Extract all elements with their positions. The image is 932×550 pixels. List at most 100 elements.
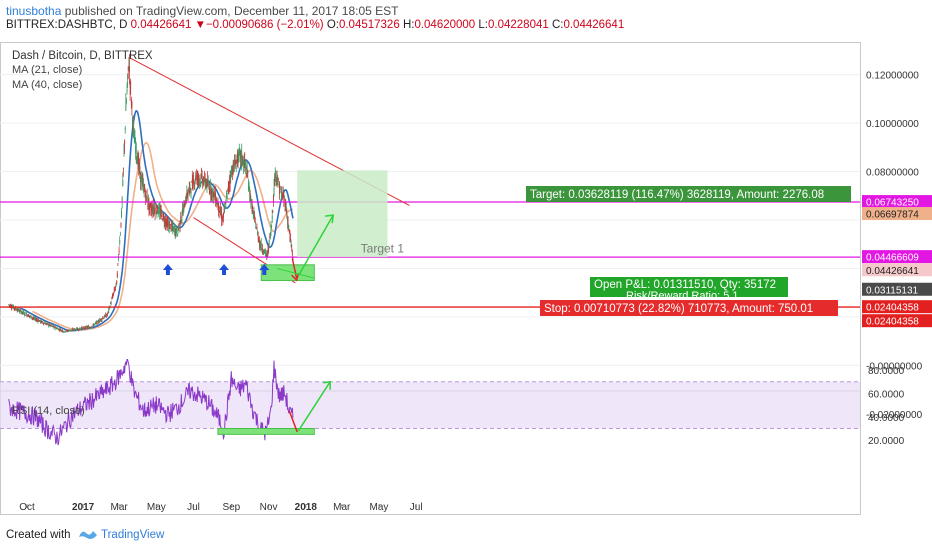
candle-body <box>30 316 32 317</box>
candle-body <box>240 154 242 159</box>
candle-body <box>198 178 200 180</box>
rsi-support-box <box>217 428 315 435</box>
candle-body <box>69 330 71 332</box>
target-label-group: Target: 0.03628119 (116.47%) 3628119, Am… <box>526 186 851 202</box>
red-arrow-head <box>291 272 300 282</box>
tradingview-logo-icon <box>79 531 97 539</box>
candle-body <box>60 330 62 332</box>
candle-body <box>11 307 13 309</box>
candle-body <box>91 326 93 327</box>
candle-body <box>107 311 109 313</box>
candle-body <box>54 326 55 328</box>
candle-body <box>142 181 144 183</box>
candle-body <box>152 209 154 213</box>
tradingview-link[interactable]: TradingView <box>101 529 165 541</box>
candle-body <box>130 83 132 85</box>
candle-body <box>202 180 204 185</box>
candle-body <box>22 312 24 313</box>
candle-body <box>32 317 34 319</box>
candle-body <box>165 222 167 226</box>
candle-body <box>145 191 147 193</box>
candle-body <box>155 207 157 209</box>
candle-body <box>278 184 280 188</box>
candle-body <box>35 319 37 321</box>
price-tick: 0.10000000 <box>866 119 919 130</box>
candle-body <box>179 223 180 225</box>
stop-label: Stop: 0.00710773 (22.82%) 710773, Amount… <box>544 303 813 315</box>
candle-body <box>221 213 223 220</box>
candle-body <box>184 206 186 207</box>
candle-body <box>201 174 203 179</box>
candle-body <box>46 323 48 325</box>
candle-body <box>138 164 140 169</box>
candle-body <box>160 211 162 216</box>
candle-body <box>238 151 240 155</box>
candle-body <box>118 250 120 253</box>
x-tick: Jul <box>410 502 423 513</box>
pnl-label-bg <box>590 277 788 297</box>
candle-body <box>118 256 119 259</box>
candle-body <box>138 159 140 167</box>
candle-body <box>287 222 289 226</box>
candle-body <box>229 181 231 184</box>
author-link[interactable]: tinusbotha <box>6 4 62 18</box>
candle-body <box>161 212 163 214</box>
rsi-tick: 60.0000 <box>868 389 905 400</box>
price-chart[interactable]: Target 1 Target: 0.03628119 (116.47%) 362… <box>0 36 932 520</box>
axis-badge-bg <box>862 195 932 209</box>
candle-body <box>248 185 249 189</box>
entry-box <box>260 264 315 282</box>
candle-body <box>174 228 176 234</box>
x-tick: 2017 <box>72 502 95 513</box>
candle-body <box>147 203 149 205</box>
axis-badge-bg <box>862 314 932 328</box>
candle-body <box>209 192 211 193</box>
chart-title: Dash / Bitcoin, D, BITTREX <box>12 50 153 62</box>
candle-body <box>232 162 234 174</box>
candle-body <box>193 185 195 186</box>
candle-body <box>119 240 121 243</box>
candle-body <box>288 229 290 232</box>
candle-body <box>94 322 96 324</box>
candle-body <box>157 205 159 212</box>
candle-body <box>127 66 129 71</box>
rsi-tick: 40.0000 <box>868 413 905 424</box>
candle-body <box>204 175 206 177</box>
x-tick: May <box>147 502 166 513</box>
candle-body <box>52 325 54 328</box>
candle-body <box>85 326 87 328</box>
candle-body <box>64 332 66 333</box>
candle-body <box>93 324 94 327</box>
candle-body <box>176 227 177 233</box>
candle-body <box>262 248 263 251</box>
candle-body <box>156 211 158 215</box>
candle-body <box>172 224 174 229</box>
pnl-label: Open P&L: 0.01311510, Qty: 35172 <box>594 279 776 291</box>
candle-body <box>265 254 267 255</box>
candle-body <box>144 194 146 199</box>
candle-body <box>277 183 279 185</box>
candle-body <box>192 178 194 189</box>
candle-body <box>141 177 143 185</box>
candle-body <box>173 226 175 228</box>
candle-body <box>272 211 274 213</box>
red-arrow <box>291 258 298 279</box>
candle-body <box>271 215 273 219</box>
candle-body <box>129 67 130 72</box>
candle-body <box>99 319 101 322</box>
candle-body <box>208 186 210 189</box>
candle-body <box>205 182 207 187</box>
rsi-band <box>0 381 860 429</box>
candle-body <box>163 221 165 223</box>
candle-body <box>21 310 23 313</box>
buy-signal-arrow-2 <box>219 264 230 275</box>
target-label-bg <box>526 186 851 202</box>
candle-body <box>39 319 41 322</box>
ma40-label: MA (40, close) <box>12 79 82 91</box>
candle-body <box>291 248 293 250</box>
candle-body <box>207 182 209 184</box>
candle-body <box>249 188 251 195</box>
candle-body <box>260 246 262 247</box>
candle-body <box>246 172 248 176</box>
candle-body <box>182 208 184 211</box>
